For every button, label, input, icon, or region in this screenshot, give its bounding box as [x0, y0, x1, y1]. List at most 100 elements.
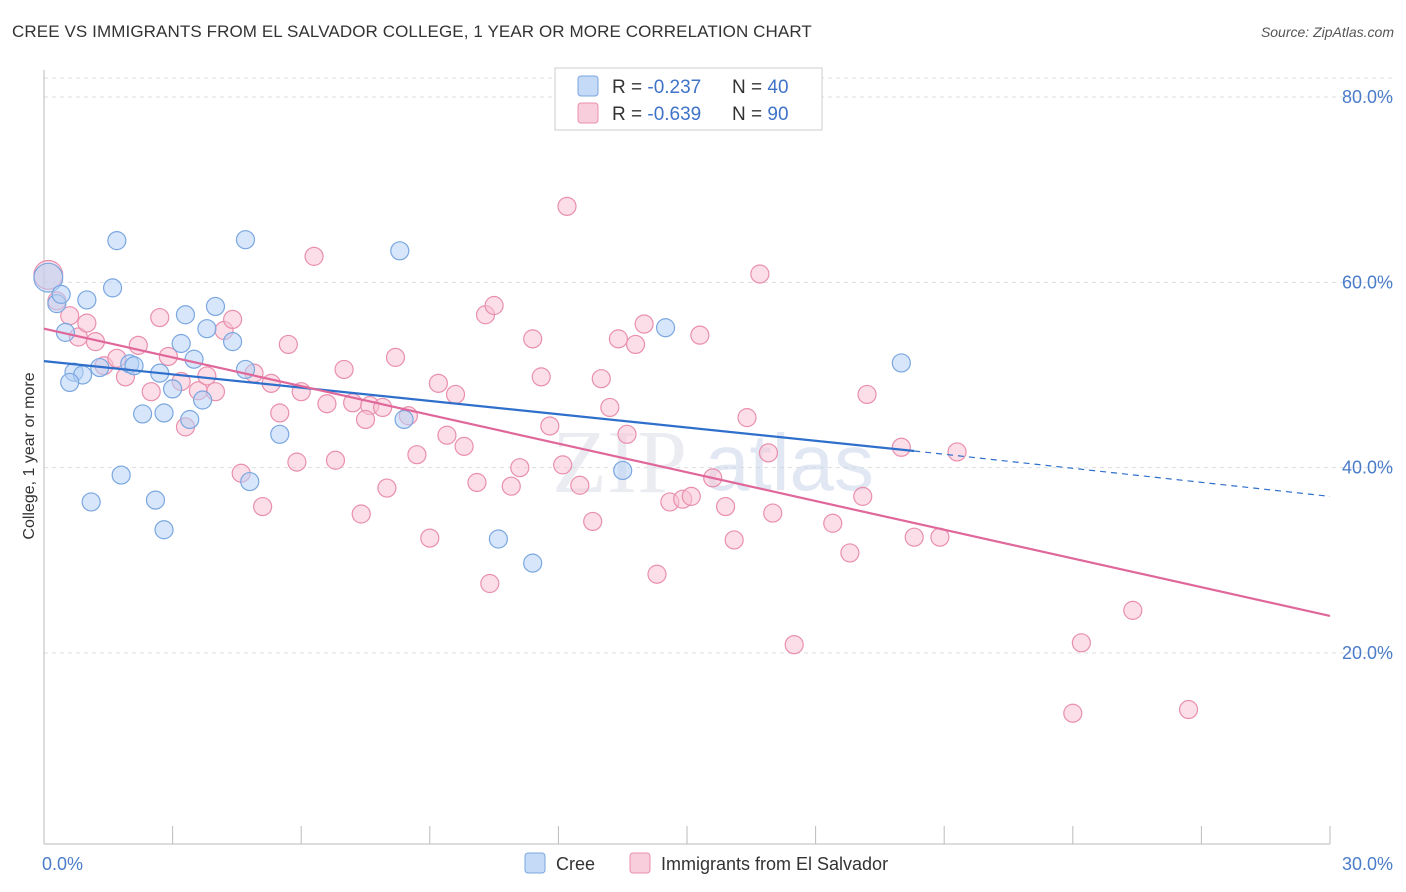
- salv-point: [270, 403, 290, 423]
- cree-point: [111, 465, 131, 485]
- salv-point: [287, 452, 307, 472]
- legend-cree-n: N = 40: [732, 77, 789, 98]
- y-axis-label: College, 1 year or more: [21, 372, 38, 539]
- correlation-legend: R = -0.237 N = 40 R = -0.639 N = 90: [554, 67, 823, 131]
- salv-point: [523, 329, 543, 349]
- cree-point: [154, 520, 174, 540]
- salv-point: [647, 564, 667, 584]
- x-tick-labels: 0.0% 30.0%: [42, 854, 1393, 874]
- salv-point: [715, 496, 736, 517]
- legend-cree-r: R = -0.237: [612, 77, 701, 98]
- cree-point: [184, 349, 204, 369]
- salv-point: [690, 325, 710, 345]
- cree-point: [180, 409, 200, 430]
- salv-point: [501, 476, 521, 496]
- cree-point: [171, 333, 191, 354]
- salv-point: [253, 496, 273, 517]
- salv-point: [784, 635, 804, 655]
- salv-point: [557, 196, 577, 216]
- salv-point: [947, 442, 967, 462]
- salv-point: [840, 543, 860, 563]
- cree-point: [235, 230, 256, 250]
- salv-point: [467, 472, 487, 493]
- salv-point: [591, 369, 611, 389]
- salv-point: [334, 359, 354, 380]
- salv-point: [141, 382, 161, 402]
- cree-point: [891, 353, 911, 373]
- legend-salv-r-value: -0.639: [647, 104, 701, 125]
- salv-point: [553, 455, 573, 475]
- salv-point: [373, 397, 393, 418]
- bottom-legend-cree: Cree: [556, 854, 595, 874]
- salv-point: [763, 503, 783, 523]
- cree-point: [163, 379, 183, 399]
- legend-salv-n: N = 90: [732, 104, 789, 125]
- salv-point: [634, 314, 654, 334]
- salv-point: [823, 513, 843, 533]
- cree-point: [33, 262, 64, 293]
- cree-point: [81, 492, 101, 512]
- y-tick-labels: 20.0% 40.0% 60.0% 80.0%: [1342, 87, 1393, 663]
- y-tick-label: 20.0%: [1342, 643, 1393, 663]
- legend-box: [554, 67, 823, 131]
- cree-point: [394, 409, 414, 430]
- cree-point: [613, 460, 633, 481]
- cree-point: [270, 424, 290, 444]
- salv-point: [857, 384, 877, 405]
- cree-point: [223, 332, 243, 352]
- source-label: Source: ZipAtlas.com: [1260, 24, 1394, 40]
- salv-point: [583, 511, 603, 532]
- y-tick-label: 40.0%: [1342, 458, 1393, 478]
- salv-point: [420, 528, 440, 548]
- cree-trend-extension: [914, 450, 1331, 497]
- cree-point: [488, 529, 508, 549]
- cree-trend-line: [43, 360, 915, 453]
- salv-point: [437, 425, 457, 445]
- trend-lines: [43, 327, 1331, 618]
- salv-point: [1123, 600, 1143, 620]
- y-tick-label: 60.0%: [1342, 272, 1393, 292]
- cree-point: [154, 403, 174, 423]
- salv-point: [407, 445, 427, 465]
- legend-cree-swatch: [577, 75, 599, 97]
- cree-point: [77, 290, 97, 310]
- legend-salv-swatch: [577, 102, 599, 124]
- salv-point: [278, 334, 298, 355]
- legend-salv-n-value: 90: [767, 104, 788, 125]
- salv-point: [223, 309, 243, 329]
- salv-point: [377, 478, 397, 498]
- series-legend: Cree Immigrants from El Salvador: [524, 852, 888, 874]
- cree-point: [175, 305, 196, 325]
- salv-point: [325, 450, 346, 470]
- legend-salv-r: R = -0.639: [612, 104, 701, 125]
- bottom-legend-salv: Immigrants from El Salvador: [661, 854, 888, 874]
- salv-point: [724, 530, 744, 550]
- legend-salv-n-label: N =: [732, 104, 767, 125]
- salv-point: [904, 527, 924, 547]
- series-immigrants-el-salvador: [33, 196, 1199, 723]
- salv-point: [758, 443, 779, 463]
- salv-point: [681, 486, 701, 506]
- chart-title: CREE VS IMMIGRANTS FROM EL SALVADOR COLL…: [12, 22, 812, 41]
- salv-point: [355, 409, 376, 430]
- cree-point: [205, 296, 226, 317]
- cree-point: [197, 319, 217, 339]
- cree-point: [655, 318, 676, 338]
- axes: [43, 70, 1331, 845]
- legend-cree-r-label: R =: [612, 77, 647, 98]
- cree-point: [145, 490, 166, 510]
- cree-point: [132, 404, 153, 424]
- salv-point: [445, 384, 466, 405]
- salv-point: [540, 416, 560, 436]
- cree-point: [390, 241, 410, 261]
- cree-point: [240, 471, 260, 492]
- salv-point: [570, 475, 590, 495]
- cree-point: [60, 372, 80, 393]
- salv-point: [1071, 633, 1091, 653]
- legend-salv-r-label: R =: [612, 104, 647, 125]
- salv-point: [150, 307, 170, 328]
- salv-point: [853, 486, 873, 506]
- salv-point: [625, 334, 646, 355]
- x-tick-label: 0.0%: [42, 854, 83, 874]
